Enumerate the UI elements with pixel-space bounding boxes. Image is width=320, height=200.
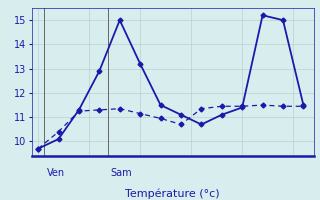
Text: Température (°c): Température (°c): [125, 189, 220, 199]
Text: Sam: Sam: [110, 168, 132, 178]
Text: Ven: Ven: [47, 168, 65, 178]
